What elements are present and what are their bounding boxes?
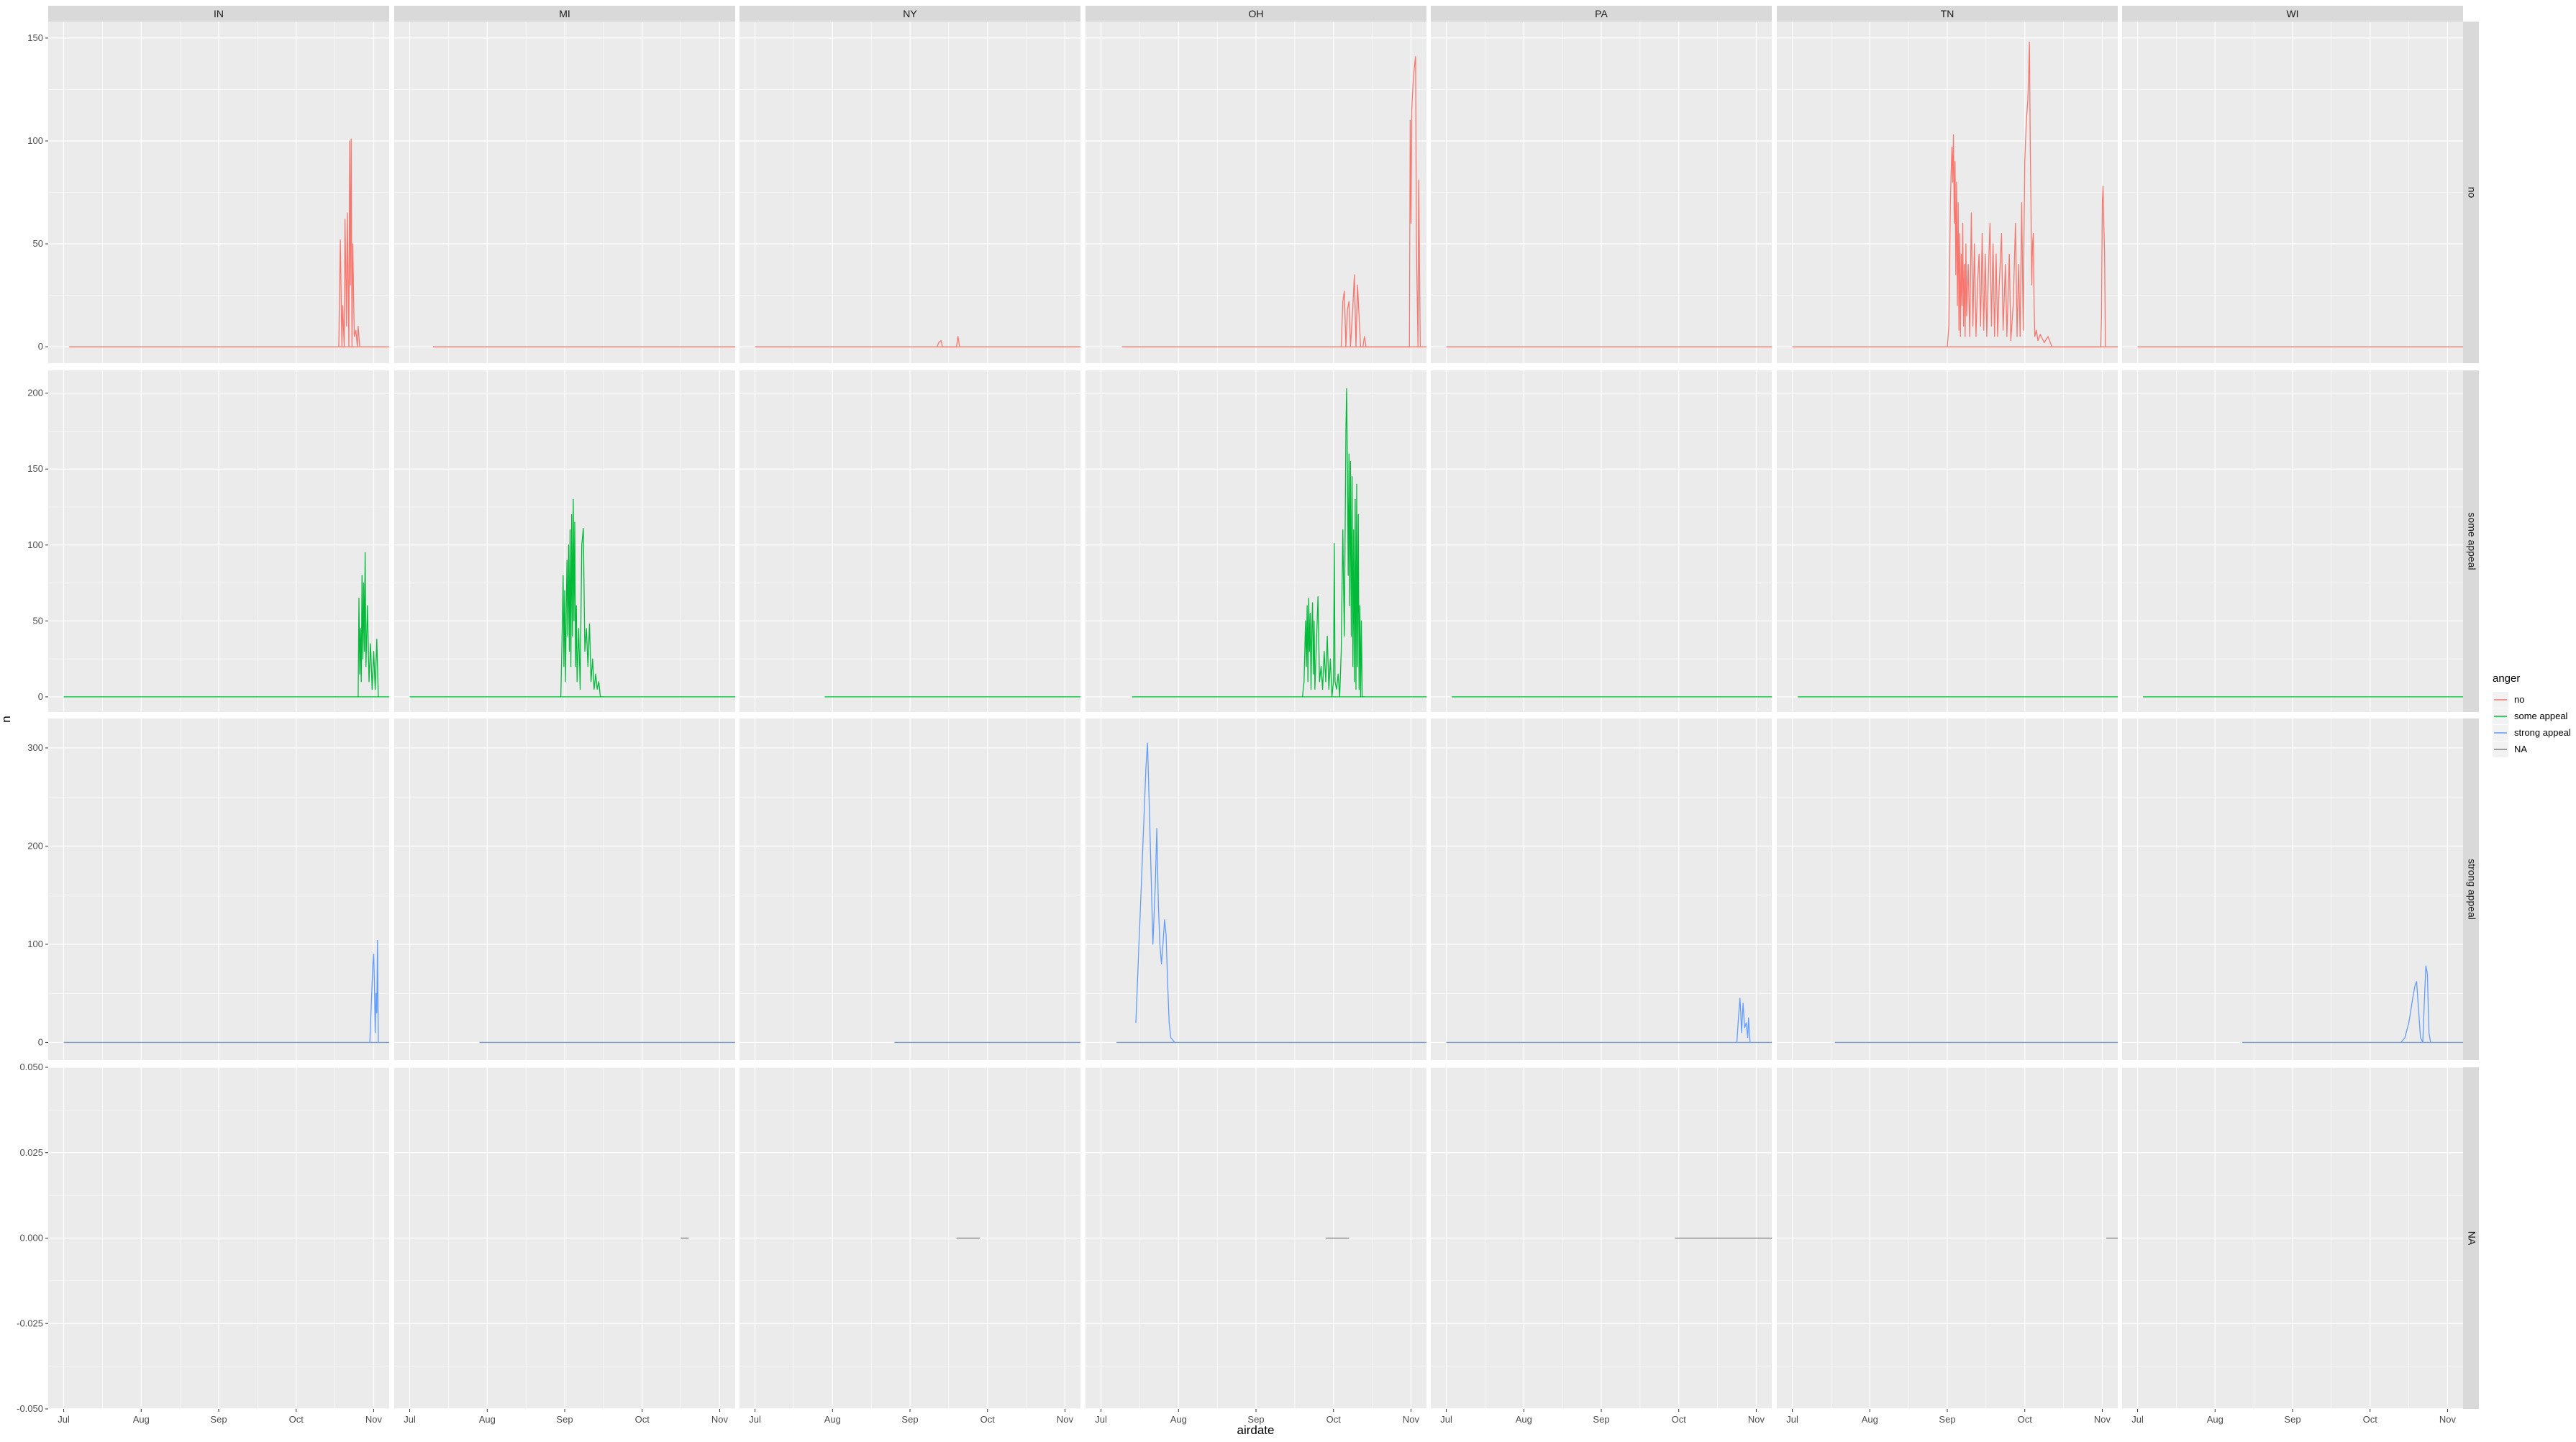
legend-label: no: [2514, 694, 2524, 705]
row-strip-label: some appeal: [2466, 512, 2477, 570]
x-tick-label: Sep: [210, 1414, 227, 1425]
y-tick-label: -0.050: [17, 1403, 43, 1414]
row-strip-label: NA: [2466, 1231, 2477, 1246]
y-tick-label: 0.025: [19, 1147, 43, 1158]
x-tick-label: Sep: [1593, 1414, 1609, 1425]
row-strip-label: no: [2466, 187, 2477, 198]
col-strip-label: NY: [903, 8, 917, 19]
y-tick-label: 0.000: [19, 1233, 43, 1244]
legend-title: anger: [2493, 672, 2520, 685]
x-tick-label: Oct: [2363, 1414, 2378, 1425]
row-strip: [2463, 370, 2479, 712]
x-tick-label: Jul: [1786, 1414, 1798, 1425]
x-tick-label: Sep: [2284, 1414, 2300, 1425]
series-line-IN-strong-appeal: [369, 939, 379, 1043]
row-strip: [2463, 22, 2479, 363]
row-strip: [2463, 1067, 2479, 1409]
y-axis-title: n: [0, 716, 13, 722]
series-line-NY-no: [937, 336, 960, 347]
col-strip: [48, 6, 389, 22]
x-tick-label: Jul: [404, 1414, 416, 1425]
x-tick-label: Jul: [2131, 1414, 2144, 1425]
y-tick-label: 150: [27, 32, 43, 43]
y-tick-label: 200: [27, 840, 43, 851]
y-tick-label: 0: [38, 1036, 43, 1047]
x-tick-label: Sep: [1247, 1414, 1264, 1425]
series-line-OH-no: [1340, 55, 1421, 347]
series-line-OH-some-appeal: [1301, 388, 1365, 698]
x-tick-label: Oct: [1672, 1414, 1687, 1425]
x-tick-label: Sep: [901, 1414, 918, 1425]
series-line-OH-strong-appeal: [1135, 742, 1175, 1043]
x-tick-label: Oct: [980, 1414, 996, 1425]
x-tick-label: Aug: [479, 1414, 496, 1425]
x-tick-label: Nov: [2439, 1414, 2457, 1425]
x-tick-label: Nov: [2094, 1414, 2111, 1425]
y-tick-label: 100: [27, 939, 43, 949]
col-strip-label: MI: [559, 8, 570, 19]
col-strip-label: TN: [1941, 8, 1954, 19]
col-strip: [1086, 6, 1426, 22]
x-tick-label: Aug: [1170, 1414, 1187, 1425]
x-tick-label: Aug: [2207, 1414, 2224, 1425]
y-tick-label: 150: [27, 463, 43, 474]
col-strip-label: WI: [2286, 8, 2298, 19]
col-strip: [1431, 6, 1772, 22]
x-tick-label: Jul: [1440, 1414, 1452, 1425]
x-tick-label: Oct: [1326, 1414, 1342, 1425]
x-tick-label: Aug: [1516, 1414, 1532, 1425]
x-tick-label: Aug: [824, 1414, 841, 1425]
x-tick-label: Aug: [1862, 1414, 1878, 1425]
y-tick-label: -0.025: [17, 1318, 43, 1328]
x-tick-label: Nov: [365, 1414, 383, 1425]
col-strip-label: PA: [1595, 8, 1608, 19]
y-tick-label: 0: [38, 691, 43, 702]
y-tick-label: 0.050: [19, 1062, 43, 1072]
y-tick-label: 50: [33, 615, 43, 626]
x-tick-label: Nov: [1057, 1414, 1074, 1425]
y-tick-label: 50: [33, 238, 43, 249]
legend-label: some appeal: [2514, 711, 2568, 721]
y-tick-label: 100: [27, 135, 43, 146]
x-tick-label: Oct: [2018, 1414, 2033, 1425]
x-tick-label: Aug: [133, 1414, 150, 1425]
x-tick-label: Oct: [289, 1414, 304, 1425]
col-strip-label: OH: [1249, 8, 1264, 19]
x-tick-label: Jul: [58, 1414, 70, 1425]
x-tick-label: Sep: [556, 1414, 573, 1425]
series-line-WI-strong-appeal: [2400, 965, 2431, 1044]
col-strip: [1777, 6, 2118, 22]
x-tick-label: Nov: [1403, 1414, 1420, 1425]
series-line-TN-no: [1947, 41, 2106, 347]
y-tick-label: 300: [27, 742, 43, 753]
x-tick-label: Jul: [749, 1414, 761, 1425]
y-tick-label: 100: [27, 539, 43, 550]
col-strip: [394, 6, 735, 22]
x-axis-title: airdate: [1237, 1423, 1275, 1437]
legend-label: strong appeal: [2514, 727, 2571, 738]
x-tick-label: Nov: [711, 1414, 729, 1425]
series-line-MI-some-appeal: [560, 498, 604, 698]
y-tick-label: 0: [38, 341, 43, 352]
series-line-PA-strong-appeal: [1736, 998, 1751, 1043]
col-strip: [2122, 6, 2463, 22]
x-tick-label: Oct: [635, 1414, 650, 1425]
x-tick-label: Sep: [1939, 1414, 1955, 1425]
col-strip: [739, 6, 1080, 22]
x-tick-label: Nov: [1748, 1414, 1765, 1425]
row-strip: [2463, 718, 2479, 1060]
row-strip-label: strong appeal: [2466, 859, 2477, 920]
x-tick-label: Jul: [1095, 1414, 1107, 1425]
col-strip-label: IN: [214, 8, 224, 19]
y-tick-label: 200: [27, 388, 43, 398]
series-line-IN-no: [338, 138, 360, 347]
legend-label: NA: [2514, 744, 2527, 754]
series-line-IN-some-appeal: [358, 552, 379, 697]
